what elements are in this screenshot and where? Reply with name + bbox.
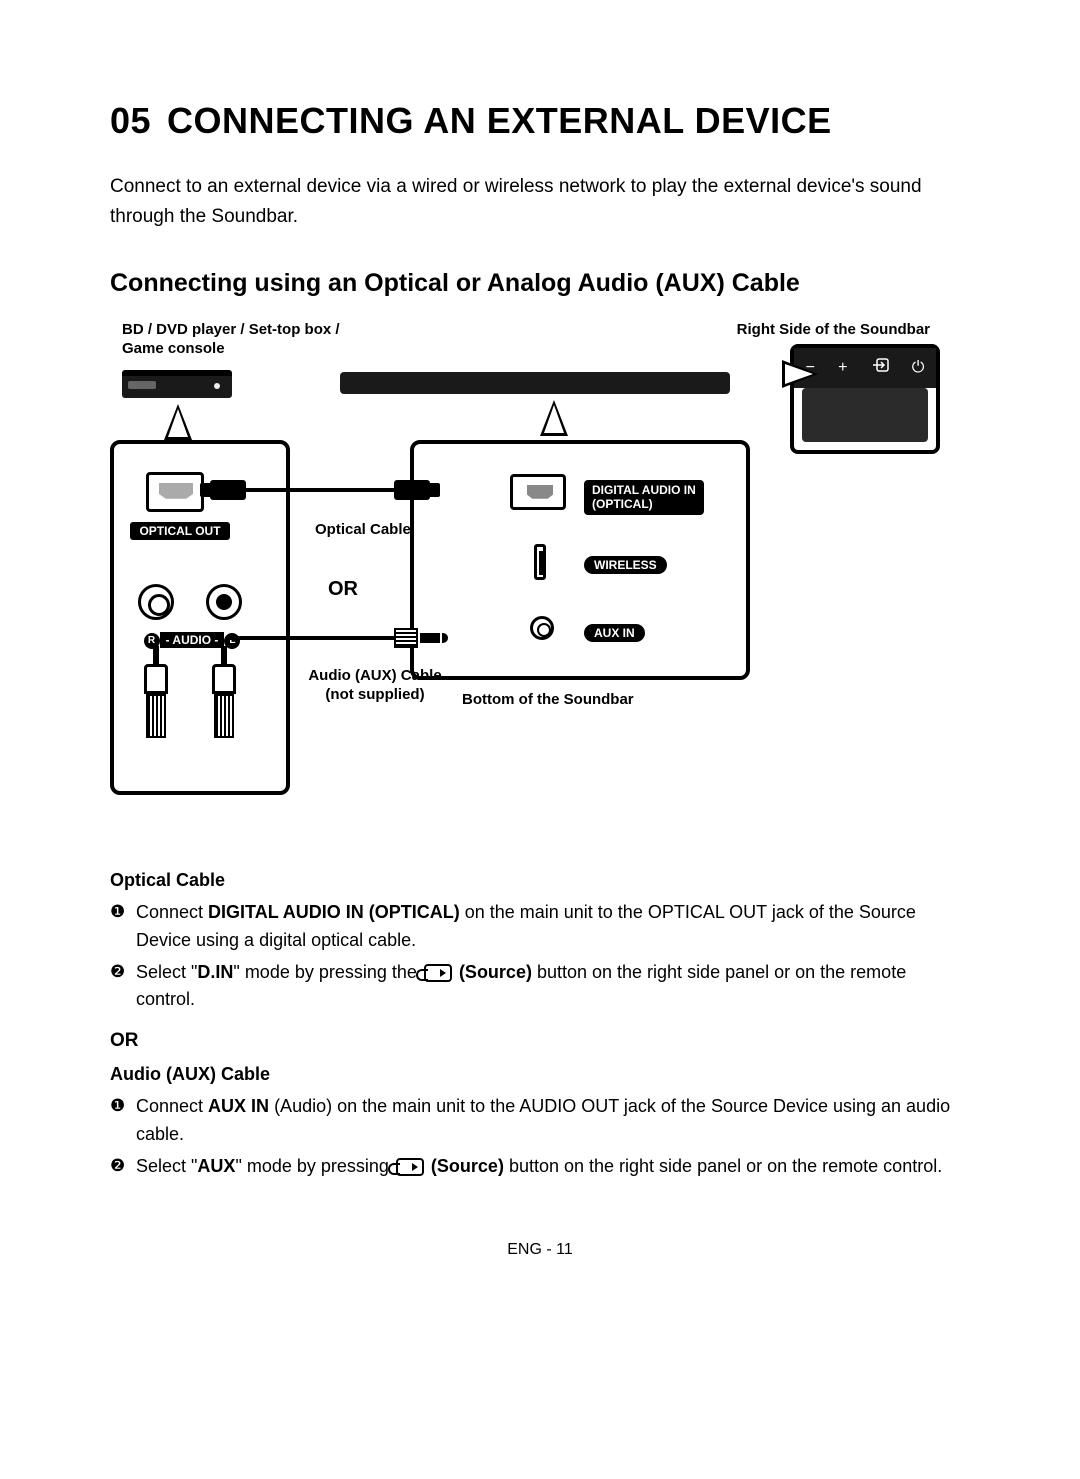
step-text: Connect AUX IN (Audio) on the main unit … xyxy=(136,1093,970,1149)
aux-cable-heading: Audio (AUX) Cable xyxy=(110,1064,970,1085)
side-panel-display xyxy=(802,388,928,442)
source-button-icon xyxy=(871,358,889,377)
aux-in-label: AUX IN xyxy=(584,624,645,642)
chapter-title: 05 CONNECTING AN EXTERNAL DEVICE xyxy=(110,100,970,142)
rca-red-port-icon xyxy=(138,584,174,620)
step-number-1: ❶ xyxy=(110,1093,136,1149)
soundbar-top-icon xyxy=(340,372,730,394)
step-number-2: ❷ xyxy=(110,1153,136,1181)
chapter-number: 05 xyxy=(110,100,151,141)
digital-audio-in-label: DIGITAL AUDIO IN(OPTICAL) xyxy=(584,480,704,515)
digital-audio-in-port-icon xyxy=(510,474,566,510)
aux-cable-icon xyxy=(230,626,440,650)
aux-steps: ❶ Connect AUX IN (Audio) on the main uni… xyxy=(110,1093,970,1181)
step-number-1: ❶ xyxy=(110,899,136,955)
bottom-of-soundbar-label: Bottom of the Soundbar xyxy=(462,690,634,710)
wireless-label: WIRELESS xyxy=(584,556,667,574)
list-item: ❷ Select "D.IN" mode by pressing the (So… xyxy=(110,959,970,1015)
list-item: ❶ Connect AUX IN (Audio) on the main uni… xyxy=(110,1093,970,1149)
step-text: Connect DIGITAL AUDIO IN (OPTICAL) on th… xyxy=(136,899,970,955)
power-icon: ⏻ xyxy=(912,359,925,377)
step-number-2: ❷ xyxy=(110,959,136,1015)
intro-paragraph: Connect to an external device via a wire… xyxy=(110,172,970,233)
optical-steps: ❶ Connect DIGITAL AUDIO IN (OPTICAL) on … xyxy=(110,899,970,1015)
aux-cable-label: Audio (AUX) Cable(not supplied) xyxy=(305,666,445,705)
rca-white-port-icon xyxy=(206,584,242,620)
player-device-icon xyxy=(122,370,232,398)
audio-mid-label: - AUDIO - xyxy=(160,632,225,648)
chapter-title-text: CONNECTING AN EXTERNAL DEVICE xyxy=(167,100,832,141)
optical-cable-icon xyxy=(210,480,430,500)
optical-out-label: OPTICAL OUT xyxy=(130,522,230,540)
step-text: Select "AUX" mode by pressing (Source) b… xyxy=(136,1153,970,1181)
callout-arrow-icon xyxy=(782,360,818,388)
list-item: ❶ Connect DIGITAL AUDIO IN (OPTICAL) on … xyxy=(110,899,970,955)
optical-out-port-icon xyxy=(146,472,204,512)
right-side-label: Right Side of the Soundbar xyxy=(737,320,930,340)
source-icon xyxy=(424,964,452,982)
list-item: ❷ Select "AUX" mode by pressing (Source)… xyxy=(110,1153,970,1181)
step-text: Select "D.IN" mode by pressing the (Sour… xyxy=(136,959,970,1015)
optical-cable-label: Optical Cable xyxy=(315,520,411,540)
rca-plug-icon xyxy=(212,664,236,738)
connection-diagram: BD / DVD player / Set-top box / Game con… xyxy=(110,320,940,830)
plus-icon: + xyxy=(838,359,847,377)
aux-in-port-icon xyxy=(530,616,554,640)
section-title: Connecting using an Optical or Analog Au… xyxy=(110,269,970,298)
wireless-port-icon xyxy=(534,544,546,580)
optical-cable-heading: Optical Cable xyxy=(110,870,970,891)
or-heading: OR xyxy=(110,1030,970,1052)
page-footer: ENG - 11 xyxy=(110,1241,970,1259)
or-label: OR xyxy=(328,578,358,601)
callout-arrow-icon xyxy=(164,404,192,440)
source-device-label: BD / DVD player / Set-top box / Game con… xyxy=(122,320,362,359)
rca-plug-icon xyxy=(144,664,168,738)
source-icon xyxy=(396,1158,424,1176)
soundbar-ports-panel: DIGITAL AUDIO IN(OPTICAL) WIRELESS AUX I… xyxy=(410,440,750,680)
callout-arrow-icon xyxy=(540,400,568,436)
